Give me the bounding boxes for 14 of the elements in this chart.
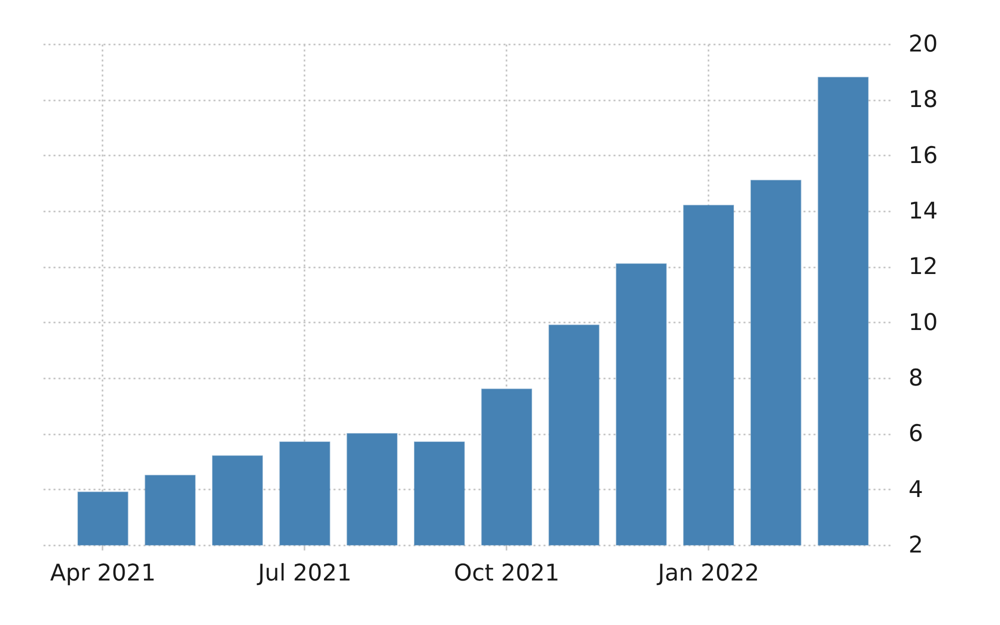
y-tick-label: 2	[908, 532, 924, 558]
y-tick-label: 6	[908, 421, 924, 448]
y-tick-label: 8	[908, 366, 924, 392]
y-tick-label: 20	[908, 32, 938, 58]
x-tick-label: Jan 2022	[656, 560, 760, 586]
x-tick-label: Jul 2021	[256, 560, 352, 586]
y-tick-label: 10	[908, 310, 938, 336]
x-tick-label: Oct 2021	[454, 560, 560, 586]
y-tick-label: 14	[908, 198, 938, 224]
y-tick-label: 4	[908, 476, 924, 503]
y-tick-label: 18	[908, 87, 938, 114]
x-tick-label: Apr 2021	[50, 560, 156, 586]
y-tick-label: 12	[908, 254, 938, 280]
y-tick-label: 16	[908, 142, 938, 169]
